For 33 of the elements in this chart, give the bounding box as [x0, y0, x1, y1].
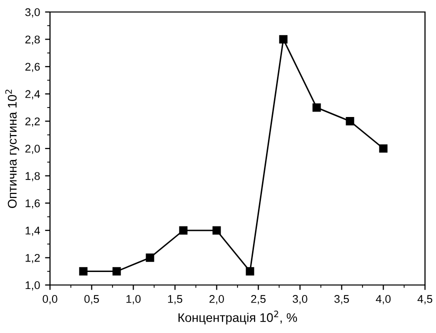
point	[312, 103, 321, 112]
y-axis-title: Оптична густина 10$^{2}$	[5, 90, 20, 208]
x-tick-label: 2,0	[210, 295, 224, 304]
point	[79, 267, 88, 276]
y-tick-label: 2,8	[25, 36, 40, 45]
point	[346, 117, 354, 126]
y-tick-label: 2,0	[25, 144, 40, 154]
x-tick-label: 4,0	[376, 295, 391, 304]
x-axis-title: Концентрація 10$^{2}$, %	[178, 310, 298, 325]
point	[146, 254, 154, 262]
x-tick-label: 1,5	[168, 295, 182, 304]
x-tick-label: 3,0	[292, 295, 308, 304]
y-tick-label: 1,8	[26, 172, 40, 182]
x-tick-label: 0,5	[84, 295, 99, 304]
point	[179, 226, 188, 235]
point	[212, 226, 221, 235]
y-tick-label: 2,2	[25, 117, 40, 127]
x-tick-label: 4,5	[418, 295, 432, 304]
y-tick-label: 3,0	[25, 8, 40, 18]
y-tick-label: 1,4	[26, 226, 40, 236]
x-tick-label: 0,0	[42, 295, 58, 304]
y-tick-label: 2,4	[25, 90, 40, 100]
y-tick-label: 1,6	[26, 199, 40, 209]
y-tick-label: 1,0	[26, 281, 40, 290]
y-tick-label: 2,6	[25, 62, 40, 72]
x-tick-label: 2,5	[251, 295, 266, 304]
point	[112, 267, 121, 276]
x-tick-label: 1,0	[126, 295, 141, 304]
point	[246, 267, 254, 276]
x-tick-label: 3,5	[334, 295, 349, 304]
point	[279, 35, 288, 44]
y-tick-label: 1,2	[26, 254, 40, 264]
point	[379, 144, 388, 153]
